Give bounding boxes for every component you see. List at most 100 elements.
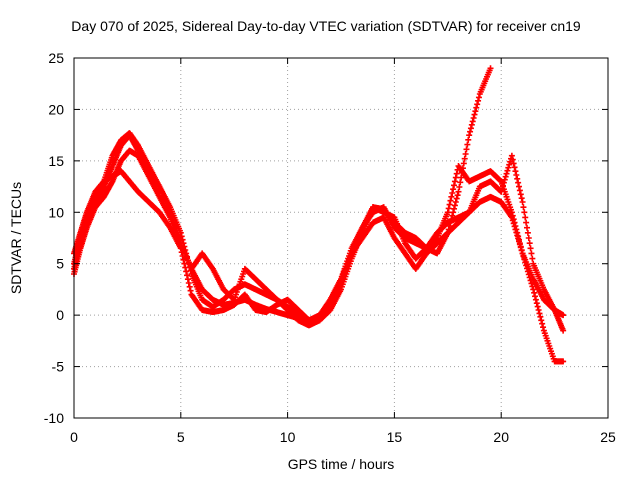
data-point xyxy=(508,214,515,221)
data-point xyxy=(187,287,194,294)
data-point xyxy=(451,202,458,209)
data-point xyxy=(540,324,547,331)
plot-frame xyxy=(73,57,609,419)
data-point xyxy=(471,111,478,118)
data-point xyxy=(528,250,535,257)
data-point xyxy=(444,209,451,216)
data-point xyxy=(182,264,189,271)
data-point xyxy=(448,193,455,200)
data-point xyxy=(183,268,190,275)
data-point xyxy=(525,271,532,278)
data-point xyxy=(515,179,522,186)
data-point xyxy=(451,182,458,189)
data-point xyxy=(179,253,186,259)
y-tick-label: -5 xyxy=(52,359,65,375)
data-point xyxy=(527,277,534,284)
data-point xyxy=(499,182,506,189)
data-point xyxy=(520,253,527,260)
data-series xyxy=(71,65,567,365)
data-point xyxy=(447,197,454,204)
data-point xyxy=(515,235,522,242)
data-point xyxy=(458,174,465,181)
data-point xyxy=(536,310,543,317)
data-point xyxy=(531,289,538,296)
data-point xyxy=(529,255,536,262)
data-point xyxy=(519,199,526,205)
data-point xyxy=(455,188,462,195)
x-tick-label: 10 xyxy=(280,429,296,445)
data-point xyxy=(178,249,185,256)
y-tick-label: 5 xyxy=(56,256,64,272)
data-point xyxy=(528,280,535,287)
data-point xyxy=(470,115,477,121)
data-point xyxy=(463,146,470,153)
data-point xyxy=(508,152,515,159)
data-point xyxy=(180,256,187,263)
data-point xyxy=(487,65,494,72)
data-point xyxy=(533,300,540,307)
data-point xyxy=(464,141,471,148)
axes: 0 5 10 15 20 25 -10 -5 0 5 10 15 20 25 xyxy=(44,50,616,445)
data-point xyxy=(526,240,533,247)
data-point xyxy=(560,312,567,319)
data-point xyxy=(539,320,546,327)
data-point xyxy=(499,185,506,192)
data-point xyxy=(538,317,545,324)
data-point xyxy=(451,178,458,185)
data-point xyxy=(452,199,459,205)
data-point xyxy=(518,195,525,202)
data-point xyxy=(449,190,456,196)
data-point xyxy=(524,224,531,231)
data-point xyxy=(530,286,537,293)
data-point xyxy=(500,179,507,186)
data-point xyxy=(516,183,522,190)
data-point xyxy=(524,265,531,272)
data-point xyxy=(451,205,458,212)
data-point xyxy=(452,174,459,181)
data-point xyxy=(517,191,524,198)
data-point xyxy=(520,204,527,211)
y-tick-label: -10 xyxy=(44,410,64,426)
data-point xyxy=(560,358,567,365)
data-point xyxy=(537,313,544,320)
data-point xyxy=(186,283,193,290)
series-track-1 xyxy=(71,65,494,327)
data-point xyxy=(519,250,526,257)
data-point xyxy=(514,175,521,182)
data-point xyxy=(532,296,539,303)
data-point xyxy=(505,164,512,171)
data-point xyxy=(498,188,505,195)
data-point xyxy=(509,156,516,163)
data-point xyxy=(446,201,453,208)
data-point xyxy=(469,118,476,125)
data-point xyxy=(181,260,188,267)
data-point xyxy=(524,229,531,236)
y-tick-label: 20 xyxy=(48,101,64,117)
data-point xyxy=(509,217,516,224)
x-tick-label: 0 xyxy=(70,429,78,445)
data-point xyxy=(516,187,523,194)
data-point xyxy=(513,229,520,236)
series-track-4 xyxy=(71,152,567,334)
grid xyxy=(74,58,608,418)
data-point xyxy=(456,184,463,190)
data-point xyxy=(534,303,541,310)
data-point xyxy=(511,164,518,171)
data-point xyxy=(467,128,474,135)
data-point xyxy=(461,155,468,162)
data-point xyxy=(502,173,509,180)
x-tick-label: 5 xyxy=(177,429,185,445)
data-point xyxy=(510,160,517,167)
data-point xyxy=(473,104,480,111)
data-point xyxy=(527,245,534,252)
data-point xyxy=(514,232,521,239)
data-point xyxy=(535,307,542,313)
data-point xyxy=(445,205,452,212)
data-point xyxy=(523,262,530,269)
data-point xyxy=(529,283,536,290)
x-tick-label: 20 xyxy=(493,429,509,445)
data-point xyxy=(512,168,519,175)
data-point xyxy=(497,177,504,184)
data-point xyxy=(526,274,533,281)
data-point xyxy=(516,238,522,245)
